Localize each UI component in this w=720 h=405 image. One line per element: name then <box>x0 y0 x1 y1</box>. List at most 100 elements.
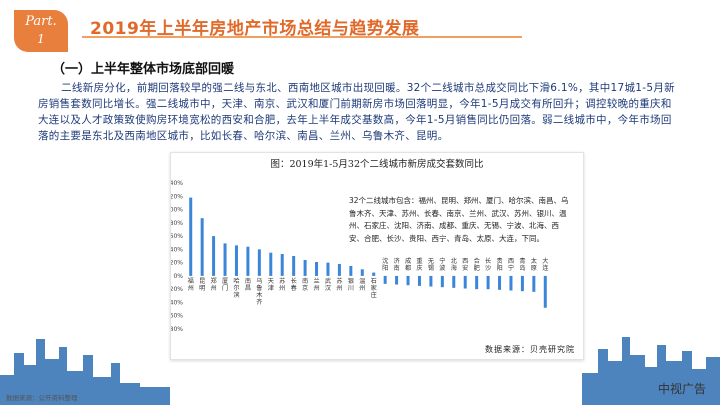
y-tick-label: -80% <box>171 326 183 333</box>
category-label: 贵 <box>496 257 502 265</box>
bar <box>223 243 227 276</box>
category-label: 尔 <box>233 284 239 292</box>
category-label: 门 <box>222 284 228 292</box>
bar <box>440 275 444 288</box>
category-label: 济 <box>394 257 401 265</box>
category-label: 京 <box>302 284 308 292</box>
bar <box>315 261 319 276</box>
category-label: 齐 <box>256 298 262 306</box>
category-label: 海 <box>451 264 457 272</box>
part-badge-label: Part. <box>25 14 57 29</box>
category-label: 庆 <box>416 264 422 272</box>
bar <box>452 275 456 288</box>
bar <box>520 275 524 292</box>
category-label: 川 <box>348 285 354 292</box>
y-tick-label: 80% <box>171 220 183 227</box>
category-label: 温 <box>359 277 365 285</box>
header: 2019年上半年房地产市场总结与趋势发展 <box>82 12 522 39</box>
bar <box>498 275 502 290</box>
y-tick-label: 20% <box>171 260 183 267</box>
category-label: 南 <box>302 277 308 285</box>
y-tick-label: 40% <box>171 246 183 253</box>
category-label: 昆 <box>199 278 205 285</box>
category-label: 长 <box>291 277 297 285</box>
bar <box>349 265 353 276</box>
bar <box>246 246 250 276</box>
annotation-text: 32个二线城市包含：福州、昆明、郑州、厦门、哈尔滨、南昌、乌鲁木齐、天津、苏州、… <box>349 196 569 243</box>
category-label: 波 <box>439 264 445 272</box>
y-tick-label: 100% <box>171 207 183 214</box>
category-label: 宁 <box>439 257 445 265</box>
section-title: （一）上半年整体市场底部回暖 <box>52 62 235 77</box>
category-label: 苏 <box>336 277 342 285</box>
page-title: 2019年上半年房地产市场总结与趋势发展 <box>90 19 420 39</box>
bar <box>234 245 238 276</box>
category-label: 哈 <box>233 277 239 285</box>
category-label: 安 <box>462 264 468 272</box>
category-label: 武 <box>325 277 331 285</box>
category-label: 阳 <box>496 264 502 272</box>
bar <box>337 263 341 276</box>
category-label: 州 <box>313 285 319 292</box>
category-label: 郑 <box>211 277 217 285</box>
watermark: 中视广告 <box>657 382 706 396</box>
category-label: 汉 <box>325 284 331 292</box>
category-label: 乌 <box>256 277 262 285</box>
category-label: 宁 <box>508 264 514 272</box>
bar <box>189 197 193 276</box>
bar <box>372 272 376 276</box>
chart-card: 140% 120% 100% 80% 60% 40% 20% 0% -20% -40% -60% -8… <box>170 152 584 360</box>
bar <box>212 236 216 276</box>
bar <box>280 254 284 276</box>
city-skyline <box>0 337 720 405</box>
category-label: 银 <box>348 277 354 285</box>
chart-annotation: 32个二线城市包含：福州、昆明、郑州、厦门、哈尔滨、南昌、乌鲁木齐、天津、苏州、… <box>349 195 573 245</box>
category-label: 木 <box>256 291 262 299</box>
y-tick-label: 120% <box>171 193 183 200</box>
bar <box>475 275 479 290</box>
bar-chart: 140% 120% 100% 80% 60% 40% 20% 0% -20% -40% -60% -8… <box>171 180 549 333</box>
category-label: 厦 <box>222 278 228 285</box>
bar <box>383 275 387 284</box>
category-label: 岛 <box>519 264 525 272</box>
y-tick-label: 0% <box>173 273 183 280</box>
category-label: 石 <box>371 278 377 285</box>
category-label: 原 <box>531 265 537 272</box>
part-badge-number: 1 <box>37 32 45 46</box>
category-label: 昌 <box>245 285 251 292</box>
bar <box>543 275 547 308</box>
category-label: 州 <box>188 285 194 292</box>
bar <box>406 275 410 286</box>
category-label: 无 <box>428 258 434 265</box>
chart-source: 数据来源：贝壳研究院 <box>485 345 575 354</box>
bar <box>429 275 433 287</box>
category-label: 南 <box>394 264 400 272</box>
category-label: 春 <box>291 284 297 292</box>
category-label: 肥 <box>474 265 480 272</box>
category-label: 州 <box>211 285 217 292</box>
bar <box>269 252 273 276</box>
part-badge: Part. 1 <box>14 10 68 52</box>
category-label: 南 <box>245 277 251 285</box>
category-label: 兰 <box>313 277 319 285</box>
category-label: 苏 <box>279 277 285 285</box>
bar <box>292 256 296 276</box>
bar <box>509 275 513 291</box>
category-label: 青 <box>519 257 525 265</box>
category-label: 沈 <box>382 257 388 265</box>
bar <box>395 275 399 285</box>
category-label: 鲁 <box>256 284 262 292</box>
bar <box>417 275 421 286</box>
footer-note: 数据来源：公开资料整理 <box>6 394 78 402</box>
category-label: 明 <box>199 285 205 292</box>
category-label: 都 <box>405 264 411 272</box>
category-label: 沙 <box>485 265 491 272</box>
category-label: 大 <box>542 257 548 265</box>
category-label: 庄 <box>371 291 377 299</box>
y-tick-label: 60% <box>171 233 183 240</box>
category-label: 家 <box>371 284 377 292</box>
bar <box>200 218 204 276</box>
y-tick-label: -20% <box>171 286 183 293</box>
category-label: 州 <box>359 285 365 292</box>
category-label: 长 <box>485 257 491 265</box>
